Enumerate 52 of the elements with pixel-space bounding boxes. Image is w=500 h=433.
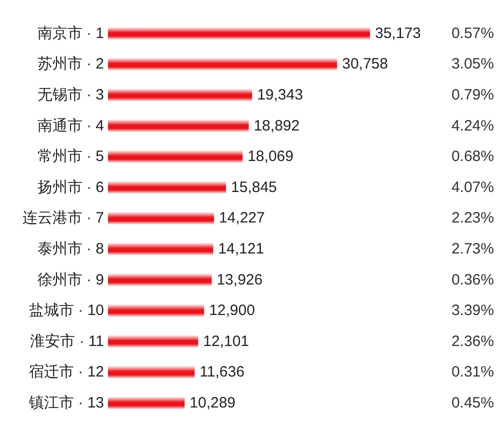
y-tick-label: 苏州市 · 2 xyxy=(37,56,104,73)
bar xyxy=(108,88,252,102)
text: 4.07% xyxy=(451,178,494,196)
data-label: 30,758 xyxy=(342,56,388,73)
y-tick-label: 淮安市 · 11 xyxy=(30,332,104,350)
data-label: 18,892 xyxy=(254,117,300,134)
data-label: 15,845 xyxy=(231,178,277,196)
bar xyxy=(108,396,185,410)
bar xyxy=(108,304,204,318)
data-label: 12,101 xyxy=(203,332,250,350)
text: 0.31% xyxy=(451,364,494,381)
text: 2.23% xyxy=(451,210,494,227)
text: 3.39% xyxy=(451,302,494,320)
data-label: 18,069 xyxy=(248,148,294,166)
bar xyxy=(108,242,214,256)
text: 2.73% xyxy=(451,240,494,258)
y-tick-label: 连云港市 · 7 xyxy=(22,210,104,227)
bar xyxy=(108,212,214,225)
data-label: 13,926 xyxy=(216,271,263,288)
data-label: 19,343 xyxy=(257,86,303,104)
text: 0.45% xyxy=(451,394,494,412)
y-tick-label: 无锡市 · 3 xyxy=(37,86,104,104)
bar xyxy=(108,26,370,40)
bar xyxy=(108,180,226,194)
text: 2.36% xyxy=(451,332,494,350)
y-tick-label: 泰州市 · 8 xyxy=(37,240,104,258)
bar xyxy=(108,58,338,71)
y-tick-label: 南通市 · 4 xyxy=(37,117,104,134)
y-tick-label: 宿迁市 · 12 xyxy=(28,364,104,381)
bar xyxy=(108,334,198,348)
y-tick-label: 镇江市 · 13 xyxy=(28,394,104,412)
data-label: 10,289 xyxy=(190,394,236,412)
text: 0.36% xyxy=(451,271,494,288)
text: 0.79% xyxy=(451,86,494,104)
y-tick-label: 南京市 · 1 xyxy=(37,24,104,42)
y-tick-label: 盐城市 · 10 xyxy=(28,302,104,320)
data-label: 14,227 xyxy=(218,210,265,227)
data-label: 12,900 xyxy=(209,302,255,320)
bar xyxy=(108,150,243,164)
data-label: 14,121 xyxy=(218,240,264,258)
text: 0.68% xyxy=(451,148,494,166)
bar xyxy=(108,273,212,286)
data-label: 11,636 xyxy=(200,364,244,381)
y-tick-label: 常州市 · 5 xyxy=(37,148,104,166)
y-tick-label: 徐州市 · 9 xyxy=(37,271,104,288)
bar xyxy=(108,366,195,379)
data-label: 35,173 xyxy=(375,24,421,42)
bar xyxy=(108,119,249,132)
y-tick-label: 扬州市 · 6 xyxy=(37,178,104,196)
text: 3.05% xyxy=(451,56,494,73)
text: 4.24% xyxy=(451,117,494,134)
text: 0.57% xyxy=(451,24,494,42)
